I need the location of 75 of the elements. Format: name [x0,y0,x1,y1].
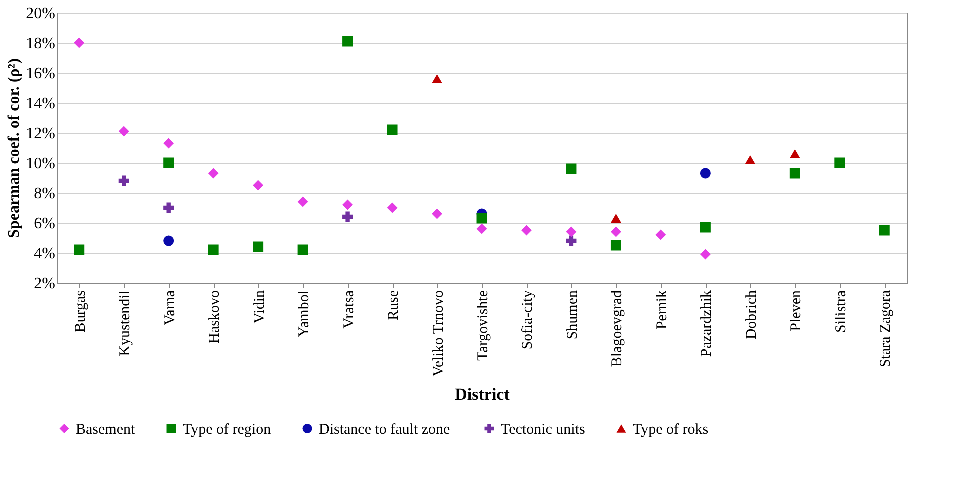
y-tick-label: 2% [34,276,56,292]
point [476,224,488,234]
point [476,213,488,224]
point [432,74,443,84]
x-tick-label: Ruse [386,290,402,320]
y-tick-label: 12% [26,126,56,142]
x-tick-label: Vidin [252,290,268,324]
legend-label: Distance to fault zone [319,422,451,438]
point [700,222,711,233]
point [74,38,85,48]
point [566,164,577,174]
point [745,155,756,165]
point [342,212,354,222]
x-tick-label: Yambol [296,290,313,338]
point [118,176,130,186]
x-axis-title: District [455,385,510,404]
point [700,249,711,260]
legend-label: Basement [76,422,136,438]
point [164,202,174,214]
x-tick-label: Silistra [833,290,850,334]
x-tick-label: Pleven [788,290,805,332]
point [387,124,398,136]
point [164,138,174,149]
x-tick-label: Stara Zagora [878,290,894,368]
y-tick-label: 4% [34,246,56,262]
point [298,244,308,256]
x-tick-label: Shumen [564,290,581,340]
point [432,208,443,220]
point [118,126,130,137]
legend-label: Type of region [183,422,272,438]
x-tick-label: Kyustendil [118,290,134,356]
point [656,230,666,240]
point [387,202,398,214]
x-tick-label: Veliko Trnovo [430,290,447,377]
point [879,225,890,236]
point [566,236,577,246]
point [164,236,174,246]
x-tick-label: Sofia-city [520,290,536,350]
x-tick-label: Burgas [72,290,89,333]
point [790,168,800,179]
y-tick-label: 8% [34,186,56,202]
x-tick-label: Targovishte [476,290,492,361]
x-tick-label: Blagoevgrad [610,290,626,368]
point [342,200,354,210]
point [700,168,711,179]
point [74,244,85,256]
point [610,226,622,238]
point [834,158,846,168]
x-tick-label: Pazardzhik [699,290,716,358]
y-tick-label: 10% [26,156,56,172]
x-tick-label: Dobrich [744,290,760,340]
x-tick-label: Haskovo [207,290,224,344]
x-tick-label: Vratsa [341,290,358,329]
point [164,158,174,168]
point [566,226,577,238]
point [253,242,264,252]
y-tick-label: 14% [26,96,56,112]
point [208,244,219,256]
point [521,225,532,236]
point [298,196,308,208]
point [610,214,622,224]
point [342,36,354,47]
y-tick-label: 16% [26,66,56,82]
legend-label: Type of roks [633,422,709,438]
point [253,180,264,191]
point [208,168,219,179]
y-axis-title: Spearman coef. of cor. (ρ²) [6,58,24,238]
x-tick-label: Varna [162,290,178,326]
legend-label: Tectonic units [501,422,586,438]
y-tick-label: 20% [26,6,56,22]
point [610,240,622,251]
y-tick-label: 18% [26,36,56,52]
y-tick-label: 6% [34,216,56,232]
x-tick-label: Pernik [654,290,670,330]
point [790,149,800,159]
